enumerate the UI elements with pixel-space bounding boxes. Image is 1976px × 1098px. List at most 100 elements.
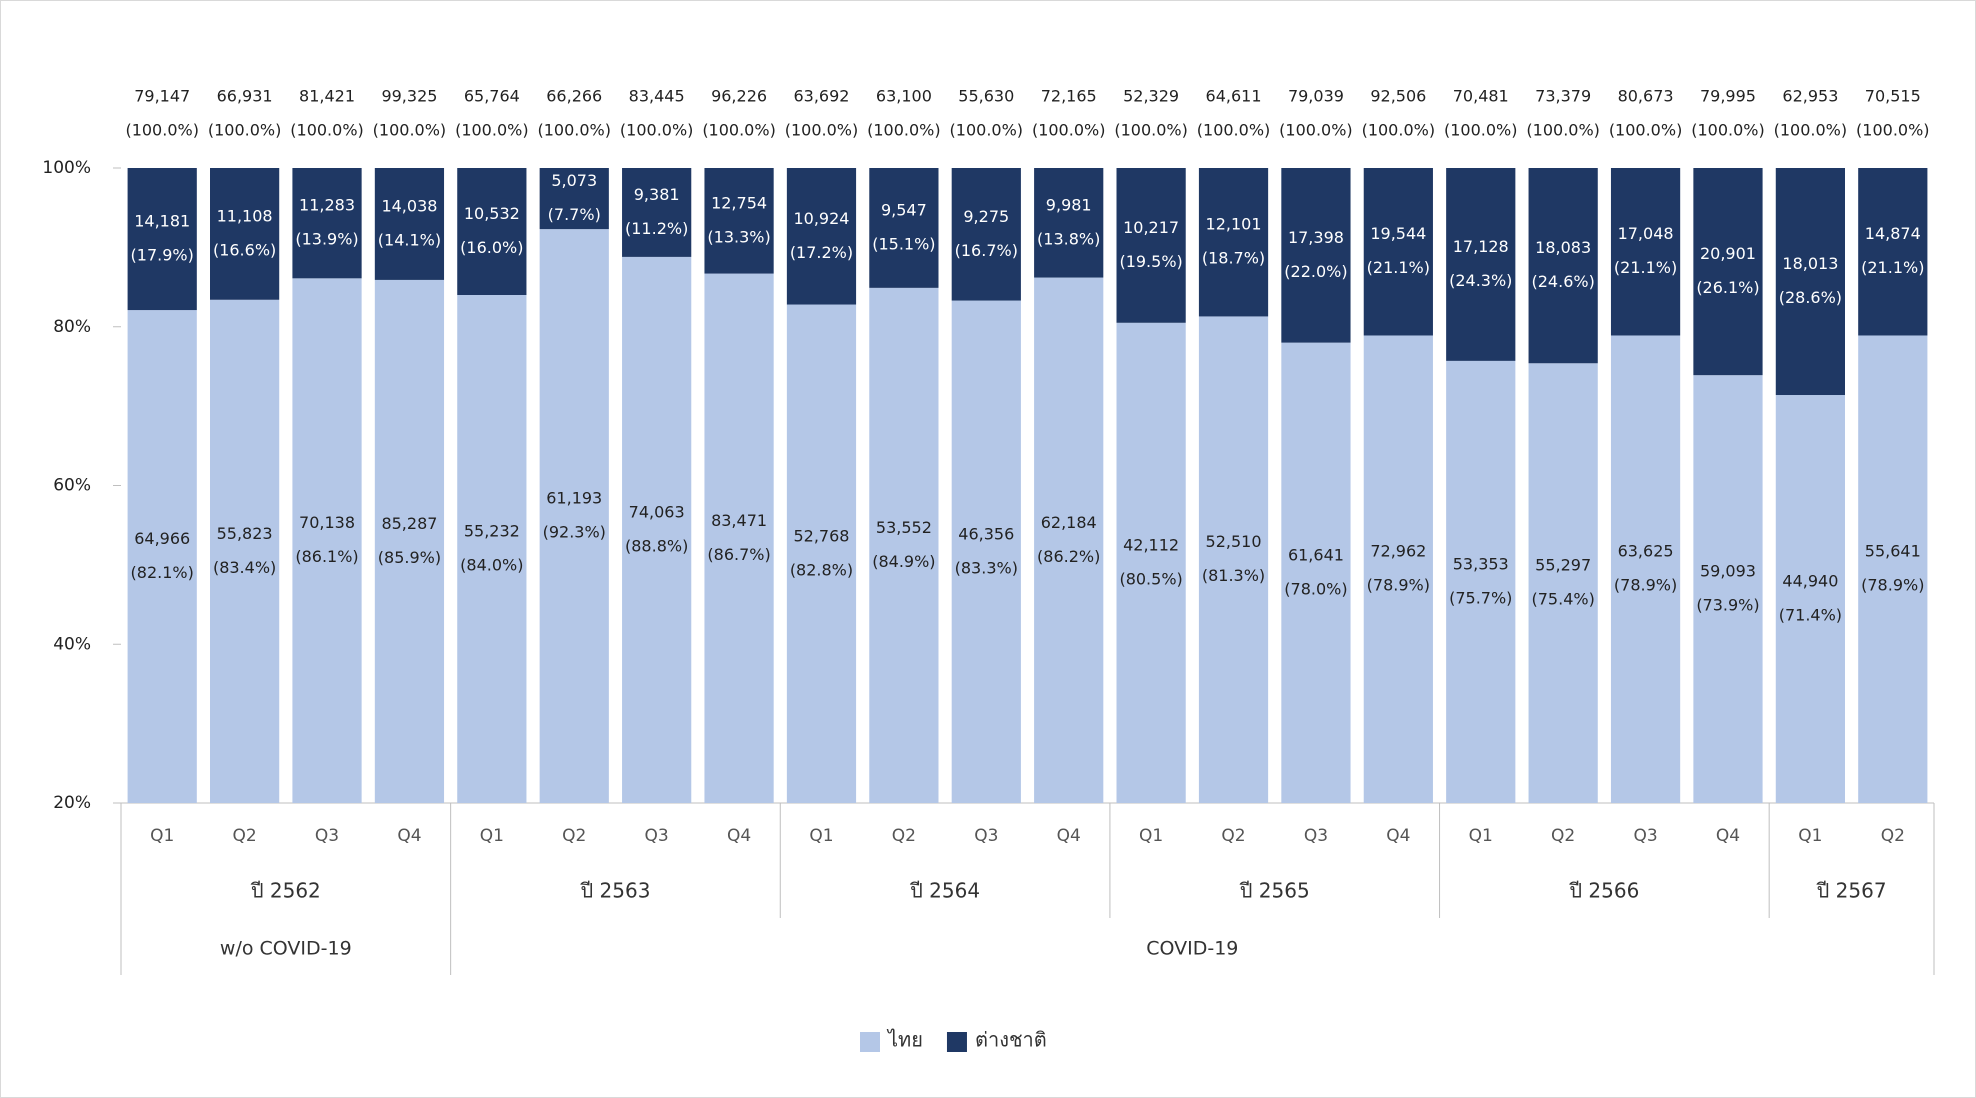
x-tick-label: Q1 — [480, 826, 504, 846]
total-label: 70,515 — [1865, 87, 1921, 106]
count-label: 9,381 — [634, 185, 680, 204]
x-tick-label: Q3 — [645, 826, 669, 846]
bar-segment — [1198, 168, 1269, 317]
total-percent-label: (100.0%) — [1609, 121, 1683, 140]
bar-segment — [1116, 168, 1186, 323]
x-tick-label: Q2 — [1881, 826, 1905, 846]
count-label: 55,232 — [464, 522, 520, 541]
value-label: (75.7%) — [1449, 588, 1512, 607]
legend-swatch — [946, 1032, 967, 1052]
value-label: (85.9%) — [378, 548, 441, 567]
count-label: 42,112 — [1123, 535, 1179, 554]
value-label: (86.2%) — [1037, 547, 1100, 566]
bar-segment — [951, 168, 1021, 301]
x-tick-label: Q1 — [809, 826, 833, 846]
total-label: 72,165 — [1041, 87, 1097, 106]
count-label: 61,641 — [1288, 545, 1344, 564]
bar-segment — [1034, 277, 1104, 804]
bar-segment — [1775, 168, 1845, 396]
count-label: 18,083 — [1535, 238, 1591, 257]
x-tick-label: Q1 — [150, 826, 174, 846]
bar-segment — [457, 168, 527, 295]
bar-segment — [704, 273, 774, 804]
bar-segment — [374, 279, 445, 803]
bar-segment — [127, 310, 197, 803]
total-percent-label: (100.0%) — [702, 121, 776, 140]
value-label: (17.9%) — [131, 246, 194, 265]
total-label: 65,764 — [464, 87, 520, 106]
x-tick-label: Q2 — [1551, 826, 1575, 846]
value-label: (22.0%) — [1284, 262, 1347, 281]
count-label: 44,940 — [1782, 572, 1838, 591]
x-tick-label: Q2 — [562, 826, 586, 846]
period-label: COVID-19 — [1146, 938, 1238, 960]
x-tick-label: Q1 — [1798, 826, 1822, 846]
x-tick-label: Q3 — [315, 826, 339, 846]
total-percent-label: (100.0%) — [538, 121, 612, 140]
bar-segment — [1198, 316, 1269, 803]
count-label: 83,471 — [711, 511, 767, 530]
count-label: 52,510 — [1206, 532, 1262, 551]
x-tick-label: Q3 — [974, 826, 998, 846]
count-label: 74,063 — [629, 502, 685, 521]
x-tick-label: Q2 — [233, 826, 257, 846]
bar-segment — [292, 168, 362, 279]
y-tick-label: 100% — [42, 158, 91, 178]
count-label: 46,356 — [958, 524, 1014, 543]
value-label: (28.6%) — [1779, 288, 1842, 307]
total-label: 55,630 — [958, 87, 1014, 106]
legend-label: ไทย — [886, 1028, 923, 1052]
bar-segment — [622, 168, 692, 257]
value-label: (83.3%) — [955, 558, 1018, 577]
bar-segment — [539, 168, 609, 230]
count-label: 61,193 — [546, 489, 602, 508]
x-tick-label: Q4 — [397, 826, 421, 846]
bar-segment — [1281, 342, 1351, 803]
value-label: (21.1%) — [1367, 258, 1430, 277]
value-label: (82.8%) — [790, 560, 853, 579]
legend-swatch — [860, 1032, 880, 1052]
total-label: 66,931 — [217, 87, 273, 106]
total-percent-label: (100.0%) — [1279, 121, 1353, 140]
count-label: 52,768 — [793, 526, 849, 545]
value-label: (18.7%) — [1202, 249, 1265, 268]
value-label: (11.2%) — [625, 219, 688, 238]
count-label: 14,874 — [1865, 224, 1921, 243]
bar-segment — [1858, 168, 1928, 336]
count-label: 12,754 — [711, 193, 767, 212]
total-percent-label: (100.0%) — [1691, 121, 1765, 140]
total-percent-label: (100.0%) — [1856, 121, 1930, 140]
value-label: (17.2%) — [790, 243, 853, 262]
bar-segment — [1528, 168, 1598, 364]
total-label: 99,325 — [381, 87, 437, 106]
value-label: (14.1%) — [378, 230, 441, 249]
total-percent-label: (100.0%) — [1197, 121, 1271, 140]
count-label: 62,184 — [1041, 513, 1097, 532]
x-tick-label: Q4 — [1716, 826, 1740, 846]
value-label: (73.9%) — [1696, 596, 1759, 615]
value-label: (13.8%) — [1037, 229, 1100, 248]
count-label: 53,552 — [876, 518, 932, 537]
value-label: (78.9%) — [1614, 576, 1677, 595]
total-percent-label: (100.0%) — [290, 121, 364, 140]
bar-segment — [457, 295, 527, 803]
count-label: 12,101 — [1206, 215, 1262, 234]
count-label: 10,217 — [1123, 218, 1179, 237]
bar-segment — [1281, 168, 1351, 343]
total-percent-label: (100.0%) — [1444, 121, 1518, 140]
total-label: 80,673 — [1618, 87, 1674, 106]
count-label: 17,398 — [1288, 228, 1344, 247]
count-label: 59,093 — [1700, 562, 1756, 581]
value-label: (13.9%) — [295, 230, 358, 249]
bar-segment — [1858, 335, 1928, 803]
total-label: 64,611 — [1206, 87, 1262, 106]
x-tick-label: Q1 — [1469, 826, 1493, 846]
total-percent-label: (100.0%) — [1362, 121, 1436, 140]
total-percent-label: (100.0%) — [1032, 121, 1106, 140]
bar-segment — [1610, 168, 1681, 336]
y-tick-label: 60% — [53, 476, 91, 496]
value-label: (78.9%) — [1861, 576, 1924, 595]
total-percent-label: (100.0%) — [455, 121, 529, 140]
bar-segment — [1446, 360, 1516, 803]
